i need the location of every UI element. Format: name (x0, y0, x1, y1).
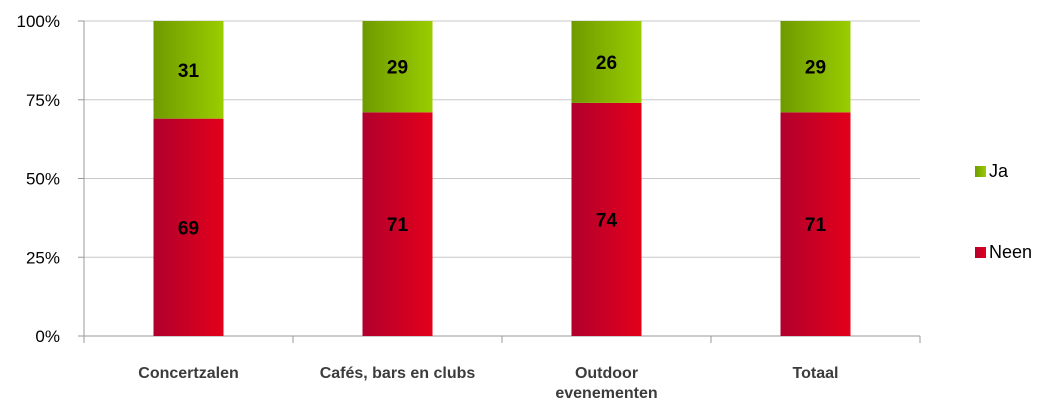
y-tick-label: 100% (17, 12, 60, 31)
y-tick-label: 0% (35, 327, 60, 346)
y-tick-label: 25% (26, 248, 60, 267)
data-label: 69 (178, 218, 199, 239)
data-label: 29 (805, 58, 826, 79)
data-label: 26 (596, 53, 617, 74)
bar-ja (153, 21, 224, 119)
x-tick-label: Outdoor (575, 365, 638, 382)
data-label: 29 (387, 58, 408, 79)
bar-neen (362, 112, 433, 336)
legend-swatch-neen (975, 247, 986, 258)
bars (153, 21, 851, 337)
data-label: 71 (805, 215, 827, 236)
bar-neen (780, 112, 851, 336)
x-tick-label: Concertzalen (138, 365, 238, 382)
y-tick-label: 75% (26, 91, 60, 110)
data-labels: 69 31 71 29 74 26 71 29 (178, 53, 827, 239)
legend-swatch-ja (975, 166, 986, 177)
legend-label-ja: Ja (989, 161, 1009, 181)
data-label: 31 (178, 61, 200, 82)
y-tick-label: 50% (26, 170, 60, 189)
data-label: 74 (596, 210, 618, 231)
x-tick-label: evenementen (555, 385, 657, 402)
x-tick-label: Cafés, bars en clubs (320, 365, 476, 382)
bar-ja (780, 21, 851, 113)
legend-label-neen: Neen (989, 242, 1032, 262)
bar-neen (153, 118, 224, 337)
bar-ja (571, 21, 642, 103)
data-label: 71 (387, 215, 409, 236)
bar-ja (362, 21, 433, 113)
legend: Ja Neen (975, 161, 1032, 262)
axes: 0% 25% 50% 75% 100% Concertzalen Cafés, bars e… (17, 12, 921, 402)
bar-neen (571, 102, 642, 337)
x-tick-label: Totaal (793, 365, 839, 382)
